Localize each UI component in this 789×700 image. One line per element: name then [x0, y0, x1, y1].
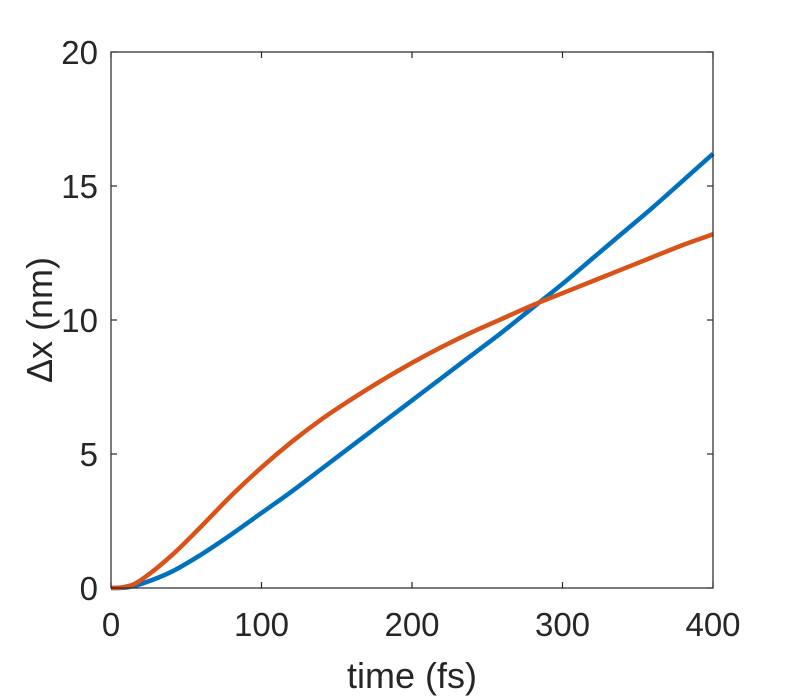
series-layer: [110, 152, 715, 591]
x-tick-label: 300: [535, 606, 590, 643]
y-tick-label: 5: [80, 436, 98, 473]
y-tick-label: 20: [61, 34, 98, 71]
y-tick-label: 15: [61, 168, 98, 205]
series-line-1: [110, 152, 715, 591]
x-tick-label: 400: [685, 606, 740, 643]
series-line-2: [110, 232, 714, 591]
y-tick-label: 10: [61, 302, 98, 339]
ticks-layer: 0 100 200 300 400 0 5 10 15 20: [61, 34, 740, 643]
x-tick-label: 100: [234, 606, 289, 643]
y-tick-label: 0: [80, 570, 98, 607]
x-tick-label: 200: [384, 606, 439, 643]
x-tick-label: 0: [102, 606, 120, 643]
plot-frame: [110, 51, 714, 589]
x-axis-label: time (fs): [347, 655, 477, 696]
y-axis-label: Δx (nm): [19, 257, 60, 383]
